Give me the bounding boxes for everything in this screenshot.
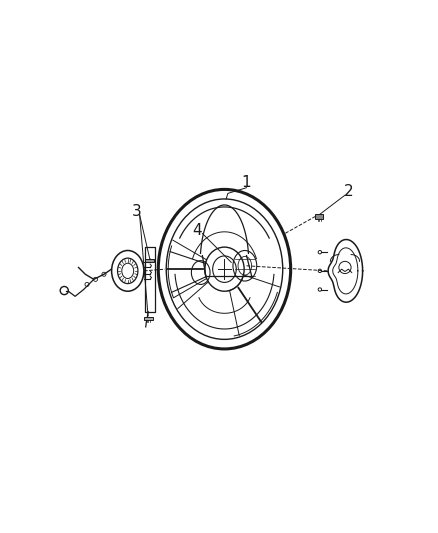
FancyBboxPatch shape: [144, 317, 152, 320]
Text: 3: 3: [131, 204, 141, 219]
Text: 4: 4: [193, 223, 202, 238]
FancyBboxPatch shape: [145, 259, 154, 262]
FancyBboxPatch shape: [315, 214, 323, 219]
Text: 1: 1: [242, 175, 251, 190]
Text: 2: 2: [343, 183, 353, 199]
